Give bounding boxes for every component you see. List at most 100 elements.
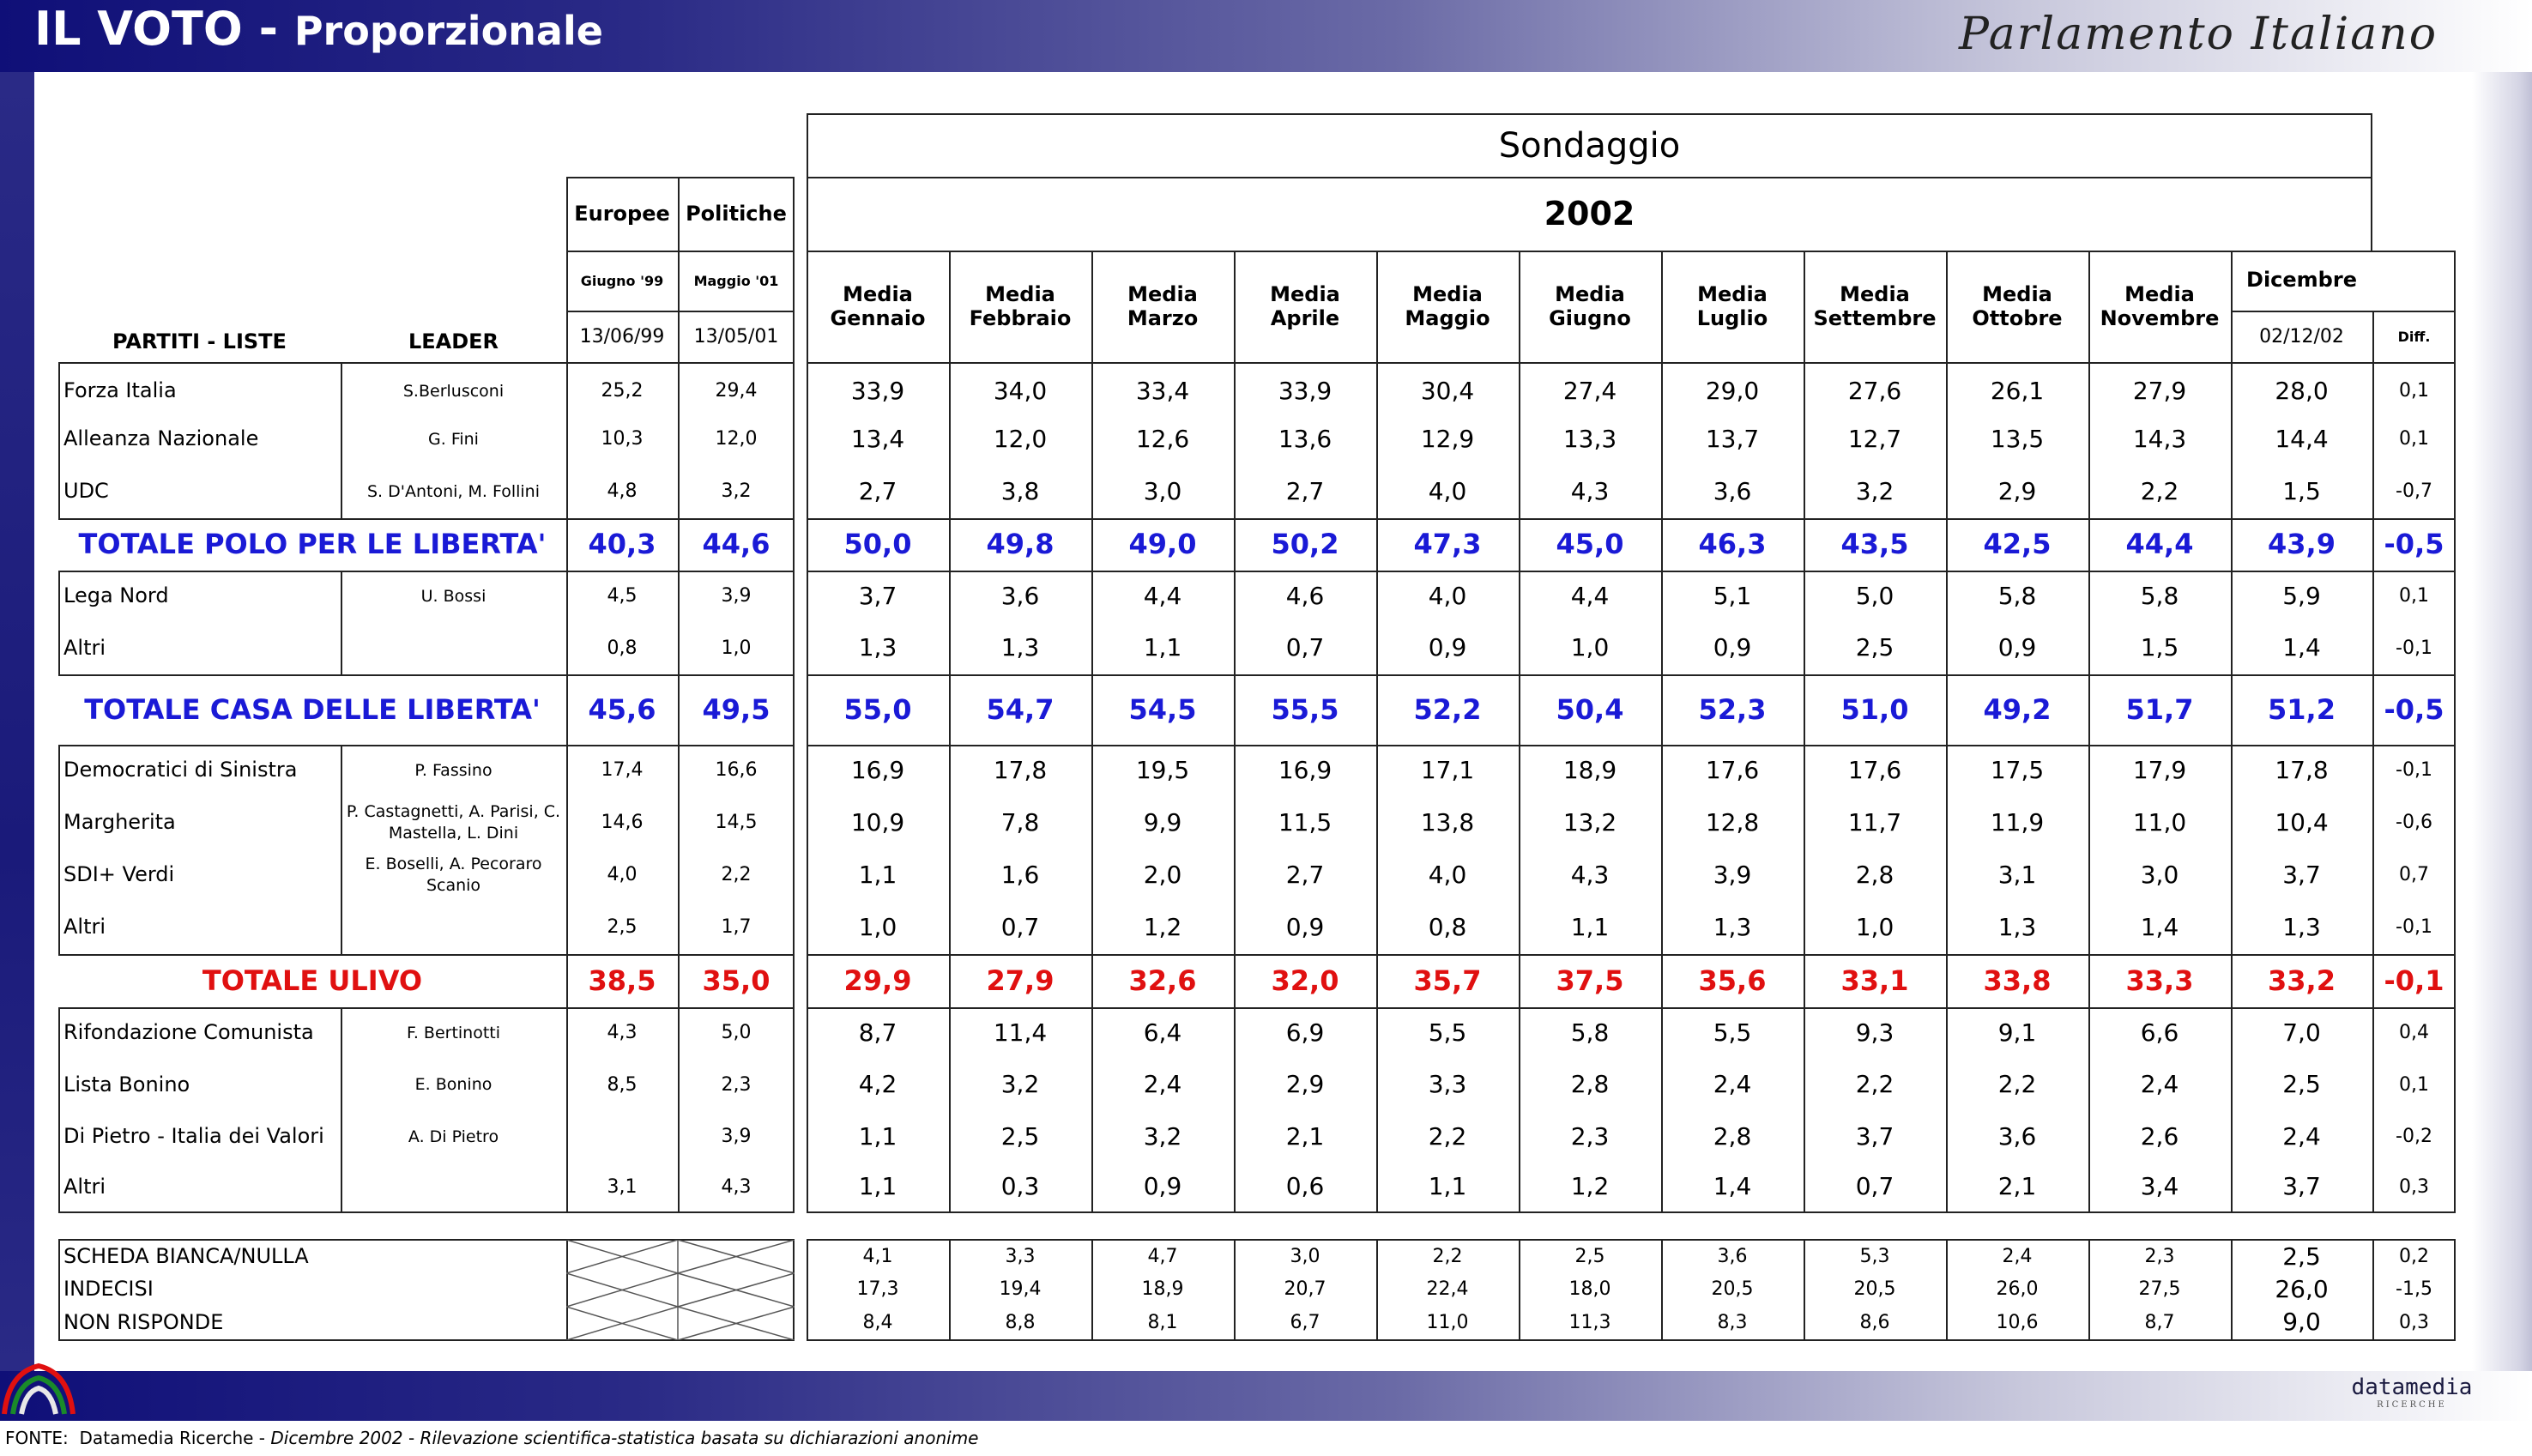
party-leader: S. D'Antoni, M. Follini [366,481,540,501]
month-value: 3,8 [1000,476,1040,505]
total-top-line-11 [58,954,795,956]
total-month-value: 46,3 [1698,528,1767,561]
month-value: 1,1 [1143,633,1182,662]
month-value: 0,9 [1143,1172,1182,1201]
politiche-value: 2,2 [721,864,752,886]
total-month-value: 33,3 [2125,964,2194,997]
diff-value: -0,7 [2396,480,2432,503]
month-divider-7 [1804,251,1805,1211]
extra-month-divider-4 [1376,1239,1378,1339]
party-leader: P. Castagnetti, A. Parisi, C. Mastella, … [346,802,561,843]
col-leader: LEADER [408,329,499,354]
month-value: 6,4 [1143,1018,1182,1047]
total-month-value: 52,3 [1698,692,1767,726]
month-value: 6,6 [2140,1018,2179,1047]
datamedia-logo: datamedia RICERCHE [2326,1371,2498,1421]
month-value: 4,4 [1570,581,1610,610]
extra-month-value: 11,0 [1426,1311,1469,1333]
month-value: 0,7 [1855,1172,1894,1201]
total-month-value: 49,0 [1128,528,1197,561]
month-value: 5,0 [1855,581,1894,610]
month-value: 7,8 [1000,807,1040,837]
total-top-line-3 [58,518,795,520]
month-value: 2,1 [1285,1121,1325,1151]
month-header-name: Ottobre [1972,306,2063,330]
extra-month-value: 22,4 [1426,1278,1469,1301]
month-value: 30,4 [1420,376,1475,405]
total-month-value: 49,8 [986,528,1054,561]
month-value: 16,9 [1278,755,1332,784]
extra-month-value: 2,4 [2002,1246,2033,1268]
extra-month-value: 19,4 [999,1278,1042,1301]
total-label: TOTALE POLO PER LE LIBERTA' [78,528,547,561]
extra-month-divider-7 [1804,1239,1805,1339]
total-month-value: 32,0 [1271,964,1339,997]
month-value: 2,4 [1143,1070,1182,1099]
extra-month-value: 2,2 [1432,1246,1463,1268]
month-value: 4,6 [1285,581,1325,610]
month-value: 3,6 [1000,581,1040,610]
total-europee: 38,5 [588,964,656,997]
month-value: 2,2 [1428,1121,1467,1151]
month-value: 17,6 [1705,755,1760,784]
crossed-out-cells-icon [566,1240,795,1340]
politiche-value: 1,7 [721,916,752,939]
extra-month-value: 10,6 [1996,1311,2039,1333]
total-bottom-line-r-6 [807,745,2456,746]
total-bottom-line-r-3 [807,571,2456,572]
month-header-media: Media [1697,282,1768,307]
month-value: 2,0 [1143,860,1182,889]
extra-right-frame [807,1239,2456,1341]
extra-month-value: 17,3 [856,1278,899,1301]
month-header-5: Media Maggio [1376,251,1519,364]
europee-value: 25,2 [601,380,644,402]
month-value: 2,4 [2140,1070,2179,1099]
politiche-value: 4,3 [721,1175,752,1198]
total-month-value: 43,9 [2268,528,2336,561]
month-header-media: Media [2124,282,2195,307]
month-value: 0,8 [1428,912,1467,941]
extra-diff-value: -1,5 [2396,1278,2432,1301]
month-header-name: Marzo [1127,306,1199,330]
month-value: 2,4 [2282,1121,2321,1151]
title-main: IL VOTO - [34,2,294,56]
month-value: 27,4 [1562,376,1617,405]
extra-month-value: 3,6 [1717,1246,1748,1268]
month-value: 12,6 [1135,424,1190,453]
month-value: 16,9 [850,755,905,784]
extra-month-value: 20,5 [1853,1278,1896,1301]
month-value: 10,9 [850,807,905,837]
month-value: 4,0 [1428,476,1467,505]
diff-value: 0,7 [2399,864,2429,886]
europee-period: Giugno '99 [580,272,664,289]
sondaggio-label: Sondaggio [1498,126,1681,166]
month-value: 5,1 [1713,581,1752,610]
politiche-value: 3,9 [721,1126,752,1148]
month-value: 5,9 [2282,581,2321,610]
extra-month-divider-6 [1661,1239,1663,1339]
leader-divider [341,362,342,1211]
extra-left-frame [58,1239,795,1341]
month-value: 1,3 [1000,633,1040,662]
party-leader: E. Bonino [414,1075,493,1095]
month-header-name: Gennaio [830,306,926,330]
month-header-9: Media Ottobre [1946,251,2088,364]
footer-source: FONTE: Datamedia Ricerche - Dicembre 200… [5,1428,978,1448]
total-month-value: 45,0 [1556,528,1624,561]
datamedia-name: datamedia [2351,1374,2473,1400]
party-name: Alleanza Nazionale [63,426,259,451]
total-month-value: 54,5 [1128,692,1197,726]
month-value: 1,3 [1713,912,1752,941]
extra-month-value: 6,7 [1290,1311,1320,1333]
title-sub: Proporzionale [293,8,603,54]
party-name: Altri [63,1174,106,1199]
month-header-4: Media Aprile [1234,251,1376,364]
extra-row-label: INDECISI [63,1277,154,1302]
year-label: 2002 [1544,195,1635,233]
total-month-value: 51,2 [2268,692,2336,726]
politiche-value: 3,9 [721,585,752,607]
extra-month-divider-2 [1091,1239,1093,1339]
month-value: 3,0 [2140,860,2179,889]
total-politiche: 35,0 [702,964,770,997]
month-value: 4,0 [1428,581,1467,610]
